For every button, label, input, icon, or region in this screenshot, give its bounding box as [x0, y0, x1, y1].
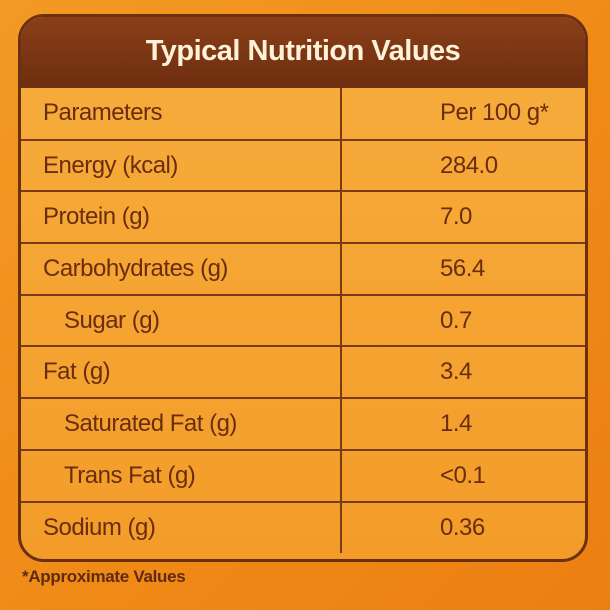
row-value-trans-fat: <0.1 — [341, 449, 585, 503]
table-row: Sugar (g) 0.7 — [21, 294, 585, 348]
table-row: Trans Fat (g) <0.1 — [21, 449, 585, 503]
table-header-row: Parameters Per 100 g* — [21, 88, 585, 141]
row-value-sodium: 0.36 — [440, 513, 485, 541]
row-label-sugar: Sugar (g) — [21, 294, 342, 348]
table-row: Sodium (g) 0.36 — [21, 501, 585, 554]
table-row: Saturated Fat (g) 1.4 — [21, 398, 585, 451]
table-row: Fat (g) 3.4 — [21, 346, 585, 400]
table-row: Energy (kcal) 284.0 — [21, 139, 585, 193]
row-label-sodium: Sodium (g) — [21, 501, 342, 554]
nutrition-header: Typical Nutrition Values — [21, 17, 585, 88]
table-row: Carbohydrates (g) 56.4 — [21, 243, 585, 296]
row-label-saturated-fat: Saturated Fat (g) — [21, 398, 342, 451]
row-value-energy: 284.0 — [341, 139, 585, 193]
row-value-sugar: 0.7 — [341, 294, 585, 348]
row-label-carbohydrates: Carbohydrates (g) — [21, 243, 342, 296]
row-label-protein: Protein (g) — [21, 191, 342, 245]
nutrition-table: Parameters Per 100 g* Energy (kcal) 284.… — [21, 88, 585, 554]
row-label-energy: Energy (kcal) — [21, 139, 342, 193]
column-header-parameters: Parameters — [21, 88, 342, 141]
row-value-saturated-fat: 1.4 — [341, 398, 585, 451]
row-value-fat: 3.4 — [341, 346, 585, 400]
row-label-fat: Fat (g) — [21, 346, 342, 400]
nutrition-panel: Typical Nutrition Values Parameters Per … — [18, 14, 588, 562]
table-row: Protein (g) 7.0 — [21, 191, 585, 245]
row-value-protein: 7.0 — [341, 191, 585, 245]
column-header-per-100g: Per 100 g* — [341, 88, 585, 141]
footnote: *Approximate Values — [22, 567, 186, 586]
nutrition-title: Typical Nutrition Values — [145, 34, 461, 67]
row-value-carbohydrates: 56.4 — [341, 243, 585, 296]
row-label-trans-fat: Trans Fat (g) — [21, 449, 342, 503]
